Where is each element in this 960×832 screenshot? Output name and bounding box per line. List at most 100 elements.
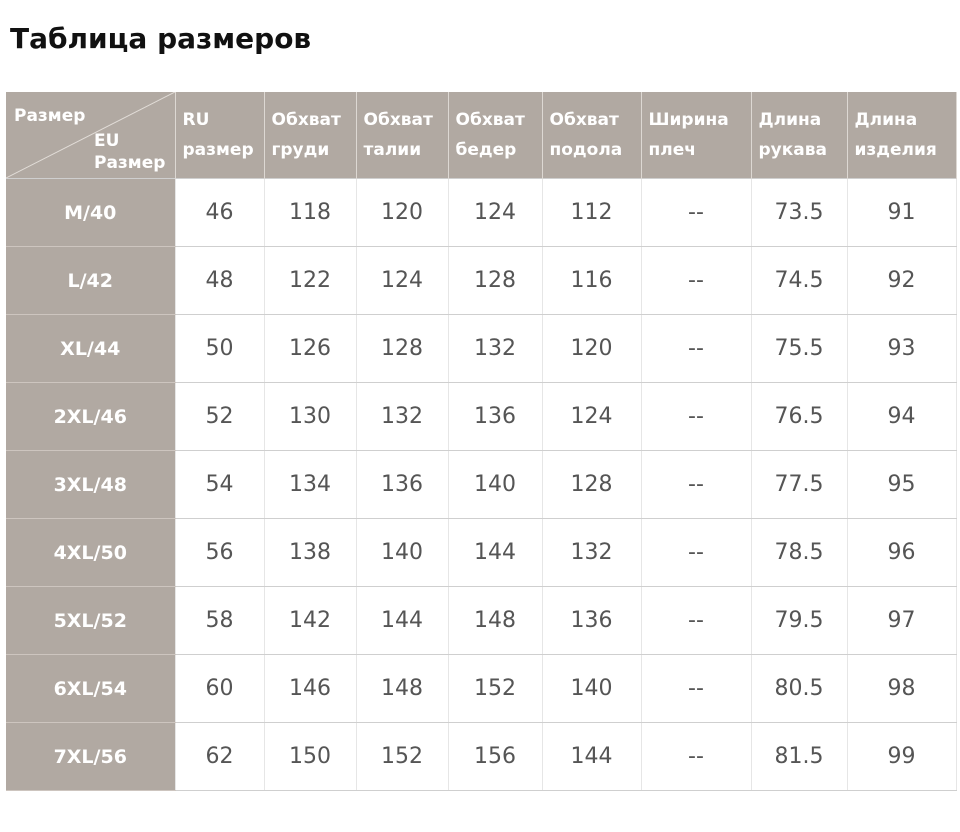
table-cell: 78.5 [751,518,848,587]
table-cell: 130 [264,382,357,451]
table-cell: 144 [356,586,449,655]
table-cell: -- [641,654,752,723]
table-cell: 92 [847,246,957,315]
table-cell: 112 [542,178,642,247]
table-cell: 148 [356,654,449,723]
column-header: Обхват талии [356,92,449,179]
table-cell: 98 [847,654,957,723]
table-cell: 140 [448,450,543,519]
table-cell: 124 [542,382,642,451]
table-cell: 52 [175,382,265,451]
table-cell: 77.5 [751,450,848,519]
table-cell: 128 [448,246,543,315]
table-cell: -- [641,382,752,451]
corner-label-size: Размер [14,106,86,126]
table-cell: 122 [264,246,357,315]
size-label-cell: 2XL/46 [6,382,176,451]
table-cell: 120 [356,178,449,247]
corner-diagonal [6,92,175,178]
table-row: 7XL/56 62 150 152 156 144 -- 81.5 99 [6,722,957,791]
table-cell: 128 [356,314,449,383]
table-cell: 95 [847,450,957,519]
corner-label-eu-2: Размер [94,153,166,173]
table-cell: 99 [847,722,957,791]
column-header: Обхват подола [542,92,642,179]
column-header: RU размер [175,92,265,179]
table-cell: -- [641,246,752,315]
table-cell: 124 [356,246,449,315]
table-cell: -- [641,518,752,587]
column-header: Длина изделия [847,92,957,179]
table-cell: 146 [264,654,357,723]
table-cell: 132 [448,314,543,383]
table-cell: -- [641,178,752,247]
table-cell: 132 [542,518,642,587]
size-label-cell: 6XL/54 [6,654,176,723]
size-label-cell: L/42 [6,246,176,315]
table-cell: 152 [448,654,543,723]
table-cell: 126 [264,314,357,383]
table-cell: 144 [542,722,642,791]
table-cell: -- [641,450,752,519]
table-cell: 138 [264,518,357,587]
table-row: 2XL/46 52 130 132 136 124 -- 76.5 94 [6,382,957,451]
table-cell: 80.5 [751,654,848,723]
column-header: Обхват груди [264,92,357,179]
table-cell: 50 [175,314,265,383]
table-cell: 97 [847,586,957,655]
table-cell: 62 [175,722,265,791]
table-cell: -- [641,586,752,655]
table-cell: 46 [175,178,265,247]
table-cell: 116 [542,246,642,315]
corner-label-eu: EU Размер [94,130,165,174]
table-cell: 75.5 [751,314,848,383]
table-row: XL/44 50 126 128 132 120 -- 75.5 93 [6,314,957,383]
table-cell: 128 [542,450,642,519]
header-row: Размер EU Размер RU размер Обхват груди Об… [6,92,957,179]
table-cell: 156 [448,722,543,791]
table-cell: 132 [356,382,449,451]
table-cell: 60 [175,654,265,723]
table-cell: 94 [847,382,957,451]
table-row: 4XL/50 56 138 140 144 132 -- 78.5 96 [6,518,957,587]
size-label-cell: 4XL/50 [6,518,176,587]
table-row: 3XL/48 54 134 136 140 128 -- 77.5 95 [6,450,957,519]
size-label-cell: 5XL/52 [6,586,176,655]
table-cell: 142 [264,586,357,655]
table-cell: 118 [264,178,357,247]
column-header: Длина рукава [751,92,848,179]
table-cell: 124 [448,178,543,247]
table-cell: 73.5 [751,178,848,247]
table-cell: 150 [264,722,357,791]
table-row: M/40 46 118 120 124 112 -- 73.5 91 [6,178,957,247]
table-cell: 54 [175,450,265,519]
corner-label-eu-1: EU [94,131,120,151]
table-cell: 134 [264,450,357,519]
table-cell: 136 [356,450,449,519]
table-cell: 152 [356,722,449,791]
table-cell: 136 [448,382,543,451]
table-cell: 148 [448,586,543,655]
table-cell: 140 [542,654,642,723]
table-row: 5XL/52 58 142 144 148 136 -- 79.5 97 [6,586,957,655]
column-header: Ширина плеч [641,92,752,179]
table-cell: 120 [542,314,642,383]
table-cell: 91 [847,178,957,247]
size-label-cell: M/40 [6,178,176,247]
table-row: L/42 48 122 124 128 116 -- 74.5 92 [6,246,957,315]
table-row: 6XL/54 60 146 148 152 140 -- 80.5 98 [6,654,957,723]
size-label-cell: 3XL/48 [6,450,176,519]
size-label-cell: XL/44 [6,314,176,383]
table-cell: 56 [175,518,265,587]
table-cell: 48 [175,246,265,315]
corner-header: Размер EU Размер [6,92,176,179]
table-cell: 58 [175,586,265,655]
table-cell: 96 [847,518,957,587]
table-cell: 74.5 [751,246,848,315]
table-cell: 81.5 [751,722,848,791]
size-label-cell: 7XL/56 [6,722,176,791]
table-cell: -- [641,314,752,383]
table-cell: 93 [847,314,957,383]
table-cell: 76.5 [751,382,848,451]
size-table: Размер EU Размер RU размер Обхват груди Об… [6,92,957,791]
